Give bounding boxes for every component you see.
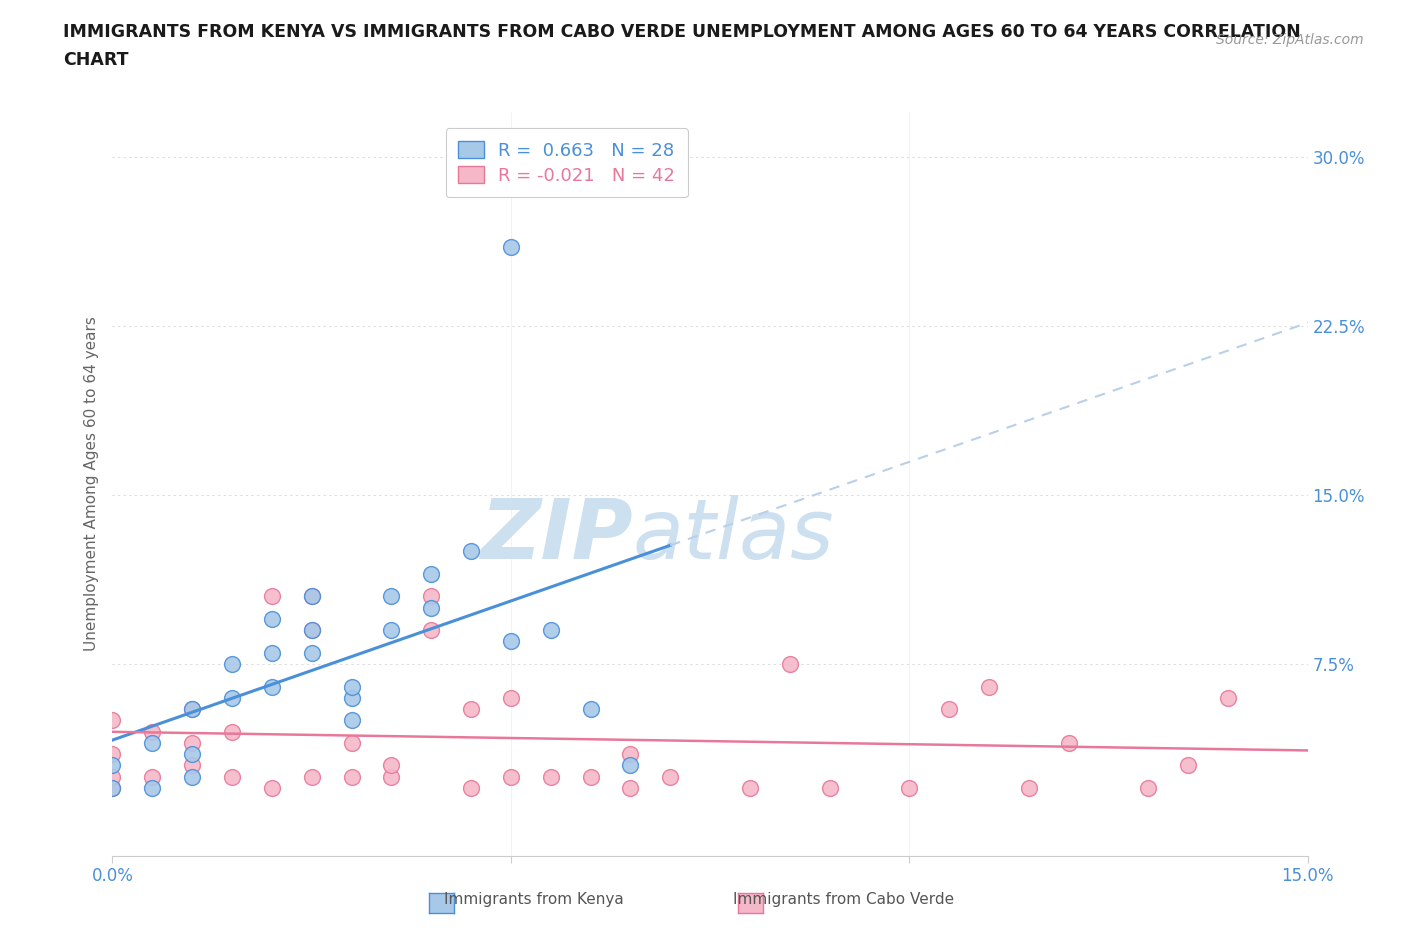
Point: [340, 679, 363, 694]
Point: [260, 589, 283, 604]
Point: [101, 769, 124, 784]
Point: [221, 690, 243, 705]
Point: [659, 769, 682, 784]
Point: [181, 769, 204, 784]
Point: [779, 657, 801, 671]
Point: [181, 701, 204, 716]
Point: [938, 701, 960, 716]
Point: [380, 623, 402, 638]
Point: [420, 600, 443, 615]
Point: [221, 724, 243, 739]
Point: [181, 758, 204, 773]
Point: [260, 780, 283, 795]
Point: [579, 769, 602, 784]
Point: [101, 780, 124, 795]
Point: [420, 566, 443, 581]
Point: [181, 701, 204, 716]
Point: [101, 747, 124, 762]
Point: [340, 690, 363, 705]
Point: [1057, 736, 1080, 751]
Point: [260, 645, 283, 660]
Point: [380, 758, 402, 773]
Point: [301, 623, 323, 638]
Point: [579, 701, 602, 716]
Point: [221, 769, 243, 784]
Point: [340, 736, 363, 751]
Point: [380, 769, 402, 784]
Point: [1216, 690, 1239, 705]
Point: [540, 769, 562, 784]
Point: [499, 690, 522, 705]
Point: [420, 589, 443, 604]
Point: [1137, 780, 1160, 795]
Point: [499, 769, 522, 784]
Text: atlas: atlas: [633, 495, 834, 577]
Point: [1018, 780, 1040, 795]
Text: CHART: CHART: [63, 51, 129, 69]
Point: [301, 769, 323, 784]
Point: [619, 747, 641, 762]
Point: [181, 747, 204, 762]
Point: [101, 780, 124, 795]
Point: [260, 611, 283, 626]
Text: Source: ZipAtlas.com: Source: ZipAtlas.com: [1216, 33, 1364, 46]
Point: [340, 769, 363, 784]
Point: [619, 758, 641, 773]
Point: [499, 634, 522, 649]
Point: [977, 679, 1000, 694]
Point: [499, 239, 522, 254]
Point: [460, 780, 482, 795]
Point: [141, 780, 163, 795]
Point: [460, 701, 482, 716]
Text: IMMIGRANTS FROM KENYA VS IMMIGRANTS FROM CABO VERDE UNEMPLOYMENT AMONG AGES 60 T: IMMIGRANTS FROM KENYA VS IMMIGRANTS FROM…: [63, 23, 1301, 41]
Point: [181, 736, 204, 751]
Point: [898, 780, 921, 795]
Point: [101, 713, 124, 728]
Point: [301, 589, 323, 604]
Point: [738, 780, 761, 795]
Text: ZIP: ZIP: [479, 495, 633, 577]
Point: [619, 780, 641, 795]
Legend: R =  0.663   N = 28, R = -0.021   N = 42: R = 0.663 N = 28, R = -0.021 N = 42: [446, 128, 688, 197]
Point: [141, 736, 163, 751]
Point: [301, 589, 323, 604]
Point: [101, 758, 124, 773]
Point: [818, 780, 841, 795]
Point: [141, 724, 163, 739]
Point: [540, 623, 562, 638]
Point: [301, 623, 323, 638]
Point: [141, 769, 163, 784]
Point: [260, 679, 283, 694]
Point: [1177, 758, 1199, 773]
Point: [221, 657, 243, 671]
Text: Immigrants from Cabo Verde: Immigrants from Cabo Verde: [733, 892, 955, 907]
Point: [460, 544, 482, 559]
Y-axis label: Unemployment Among Ages 60 to 64 years: Unemployment Among Ages 60 to 64 years: [83, 316, 98, 651]
Point: [301, 645, 323, 660]
Point: [340, 713, 363, 728]
Point: [380, 589, 402, 604]
Point: [420, 623, 443, 638]
Text: Immigrants from Kenya: Immigrants from Kenya: [444, 892, 624, 907]
